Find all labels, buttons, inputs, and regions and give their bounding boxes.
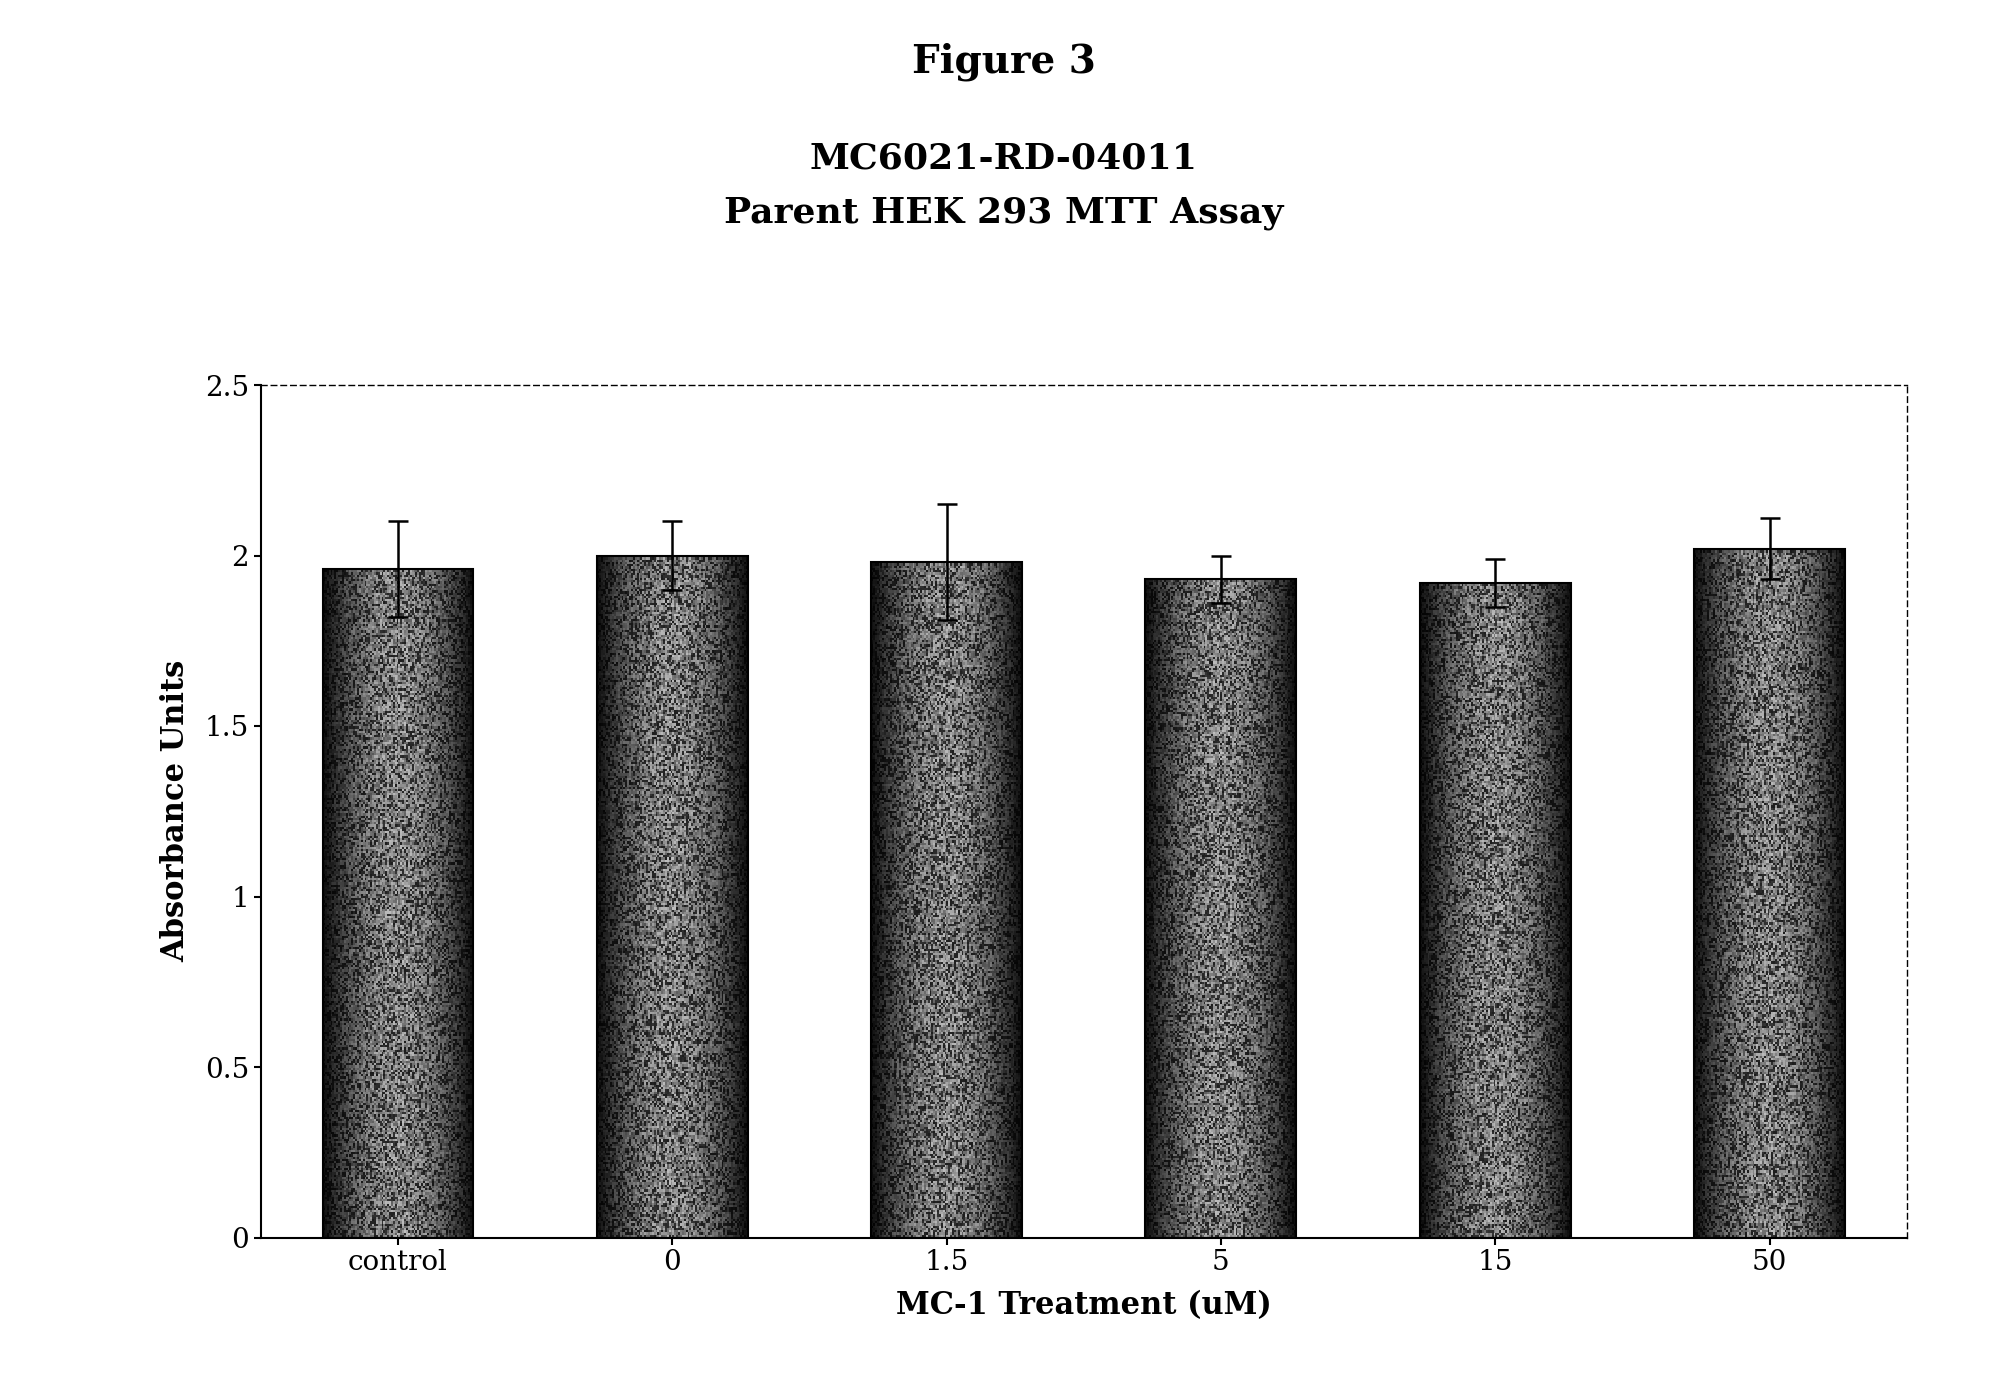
Y-axis label: Absorbance Units: Absorbance Units (161, 660, 191, 962)
Text: MC6021-RD-04011: MC6021-RD-04011 (809, 142, 1198, 175)
X-axis label: MC-1 Treatment (uM): MC-1 Treatment (uM) (895, 1290, 1272, 1321)
Bar (871, 562, 1022, 1238)
Bar (1419, 583, 1571, 1238)
Text: Figure 3: Figure 3 (911, 43, 1096, 81)
Bar (1694, 549, 1844, 1238)
Bar (1146, 579, 1297, 1238)
Bar (323, 569, 474, 1238)
Text: Parent HEK 293 MTT Assay: Parent HEK 293 MTT Assay (725, 197, 1282, 230)
Bar (596, 556, 749, 1238)
